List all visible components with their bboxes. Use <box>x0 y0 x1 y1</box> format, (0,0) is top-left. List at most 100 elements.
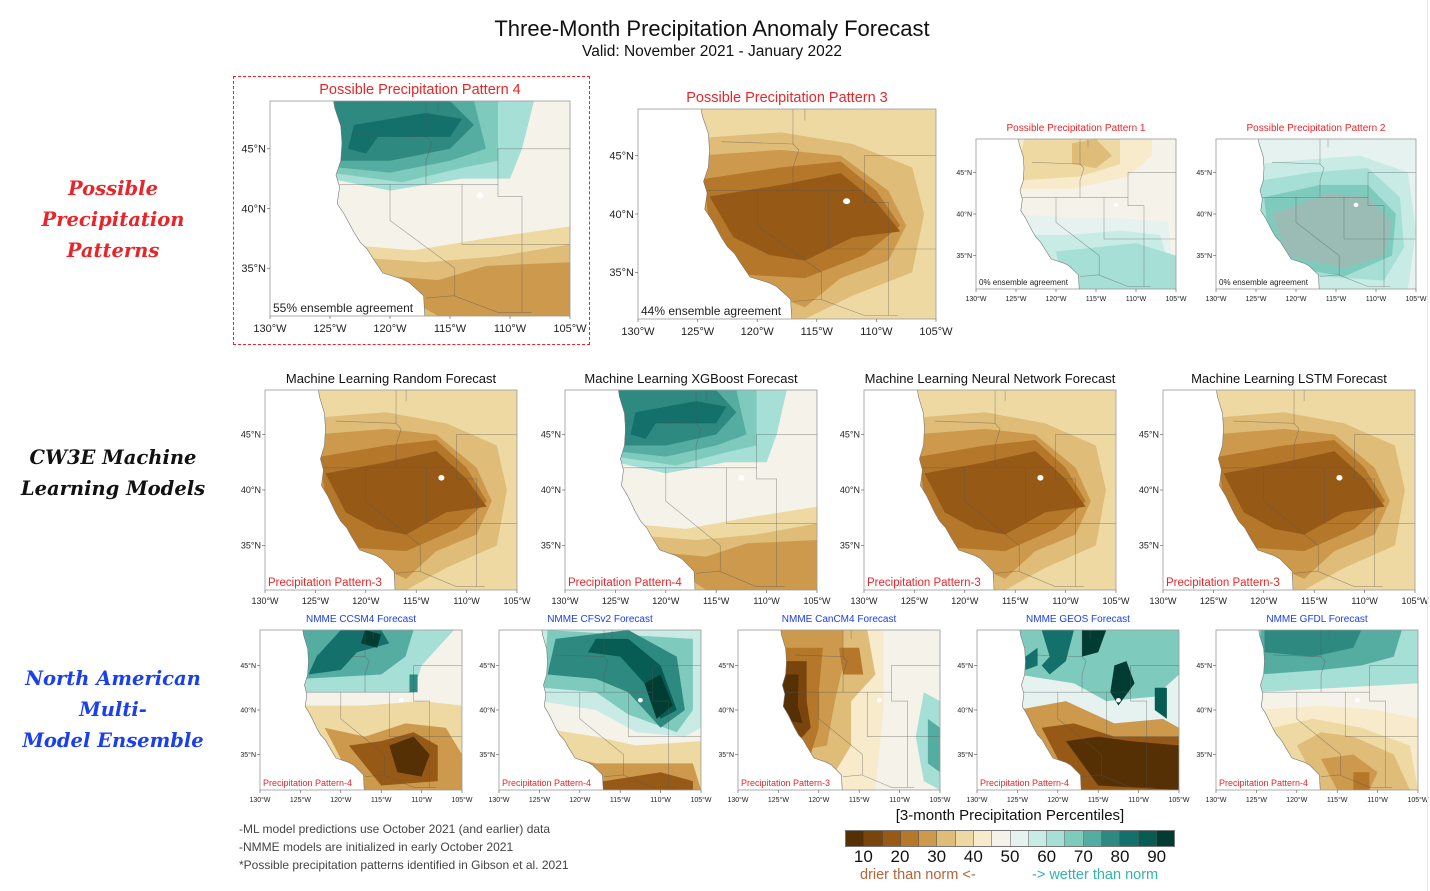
x-tick-label: 115°W <box>801 326 834 338</box>
colorbar-bin <box>973 831 993 846</box>
contour-region <box>1154 687 1167 719</box>
colorbar <box>845 830 1175 847</box>
x-tick-label: 125°W <box>1246 796 1267 804</box>
colorbar-bin <box>864 831 883 846</box>
y-tick-label: 45°N <box>241 143 266 155</box>
x-tick-label: 125°W <box>681 326 715 338</box>
colorbar-wet-label: -> wetter than norm <box>1032 867 1159 883</box>
contour-region <box>361 630 382 648</box>
map-panel-title: Machine Learning XGBoost Forecast <box>584 371 798 386</box>
colorbar-tick-label: 50 <box>1000 847 1020 866</box>
great-salt-lake-mark <box>1353 202 1359 207</box>
coastline <box>700 108 793 319</box>
x-tick-label: 105°W <box>1407 796 1428 804</box>
x-tick-label: 125°W <box>901 596 929 606</box>
y-tick-label: 40°N <box>1139 485 1159 495</box>
row-label-line: Model Ensemble <box>22 729 204 752</box>
state-border <box>1082 774 1154 788</box>
colorbar-bin <box>1010 831 1029 846</box>
coastline <box>1216 389 1294 591</box>
contour-region <box>927 718 940 773</box>
x-tick-label: 130°W <box>551 596 579 606</box>
contour-region <box>348 112 462 154</box>
map-panel-title: NMME CFSv2 Forecast <box>547 614 653 625</box>
colorbar-bin <box>992 831 1011 846</box>
state-border <box>353 133 427 137</box>
colorbar-bin <box>900 831 920 846</box>
contour-region <box>644 674 673 719</box>
state-border <box>1055 434 1076 587</box>
x-tick-label: 130°W <box>727 796 748 804</box>
contour-region <box>839 647 864 675</box>
row-label-patterns: Possible Precipitation Patterns <box>0 173 226 266</box>
state-border <box>497 148 523 312</box>
state-border <box>1263 467 1319 572</box>
row-label-line: Learning Models <box>20 477 206 500</box>
x-tick-label: 120°W <box>951 596 979 606</box>
map-svg: 130°W 125°W 120°W 115°W 110°W 105°W 45°N 40°N 35… <box>241 100 587 335</box>
contour-region <box>1272 193 1392 269</box>
x-tick-label: 110°W <box>411 796 432 804</box>
state-border <box>1319 139 1325 198</box>
x-tick-label: 125°W <box>1005 295 1026 303</box>
y-tick-label: 45°N <box>609 150 634 162</box>
y-tick-label: 40°N <box>479 706 495 714</box>
map-svg: 130°W 125°W 120°W 115°W 110°W 105°W 45°N 40°N 35… <box>609 108 953 338</box>
great-salt-lake-mark <box>1113 202 1119 207</box>
colorbar-ticks: 10 20 30 40 50 60 70 80 90 <box>845 847 1175 867</box>
map-svg: 130°W 125°W 120°W 115°W 110°W 105°W 45°N 40°N 35… <box>479 629 712 804</box>
state-border <box>843 774 915 788</box>
state-border <box>365 774 437 788</box>
state-border <box>1271 162 1321 165</box>
y-tick-label: 40°N <box>609 208 634 220</box>
contour-region <box>579 767 693 790</box>
x-tick-label: 105°W <box>1168 796 1189 804</box>
x-tick-label: 115°W <box>371 796 392 804</box>
y-tick-label: 35°N <box>957 751 973 759</box>
pattern-tag-label: Precipitation Pattern-4 <box>502 778 591 788</box>
state-border <box>425 100 433 185</box>
state-border <box>1079 274 1151 287</box>
map-svg: 130°W 125°W 120°W 115°W 110°W 105°W 45°N 40°N 35… <box>1196 629 1429 804</box>
pattern-tag-label: Precipitation Pattern-3 <box>741 778 830 788</box>
state-border <box>652 665 669 788</box>
x-tick-label: 120°W <box>1047 796 1068 804</box>
y-tick-label: 35°N <box>1196 252 1212 260</box>
x-tick-label: 120°W <box>1250 596 1278 606</box>
x-tick-label: 125°W <box>768 796 789 804</box>
figure-subtitle: Valid: November 2021 - January 2022 <box>582 43 842 60</box>
x-tick-label: 115°W <box>1002 596 1029 606</box>
y-tick-label: 40°N <box>240 706 256 714</box>
y-tick-label: 40°N <box>241 485 261 495</box>
y-tick-label: 40°N <box>956 210 972 218</box>
x-tick-label: 130°W <box>253 323 287 335</box>
ensemble-agreement-label: 0% ensemble agreement <box>979 278 1069 287</box>
state-border <box>603 630 609 693</box>
y-tick-label: 45°N <box>1139 430 1159 440</box>
state-border <box>891 665 908 788</box>
y-tick-label: 45°N <box>718 662 734 670</box>
x-tick-label: 120°W <box>569 796 590 804</box>
state-border <box>555 654 605 657</box>
contour-region <box>630 401 727 439</box>
state-border <box>1130 665 1147 788</box>
x-tick-label: 130°W <box>965 295 986 303</box>
great-salt-lake-mark <box>438 474 445 481</box>
state-border <box>579 692 624 775</box>
row-label-line: North American Multi- <box>25 667 201 721</box>
map-panel-title: Possible Precipitation Pattern 2 <box>1246 123 1386 134</box>
state-border <box>365 467 421 572</box>
x-tick-label: 130°W <box>488 796 509 804</box>
map-svg: 130°W 125°W 120°W 115°W 110°W 105°W 45°N 40°N 35… <box>240 629 473 804</box>
coastline <box>333 100 426 316</box>
pattern-tag-label: Precipitation Pattern-4 <box>1219 778 1308 788</box>
great-salt-lake-mark <box>876 697 882 703</box>
coastline <box>780 629 843 791</box>
pattern-tag-label: Precipitation Pattern-4 <box>263 778 352 788</box>
colorbar-bin <box>846 831 865 846</box>
state-border <box>1233 420 1295 424</box>
x-tick-label: 130°W <box>1149 596 1177 606</box>
state-border <box>1354 434 1375 587</box>
y-tick-label: 45°N <box>541 430 561 440</box>
x-tick-label: 120°W <box>1286 796 1307 804</box>
